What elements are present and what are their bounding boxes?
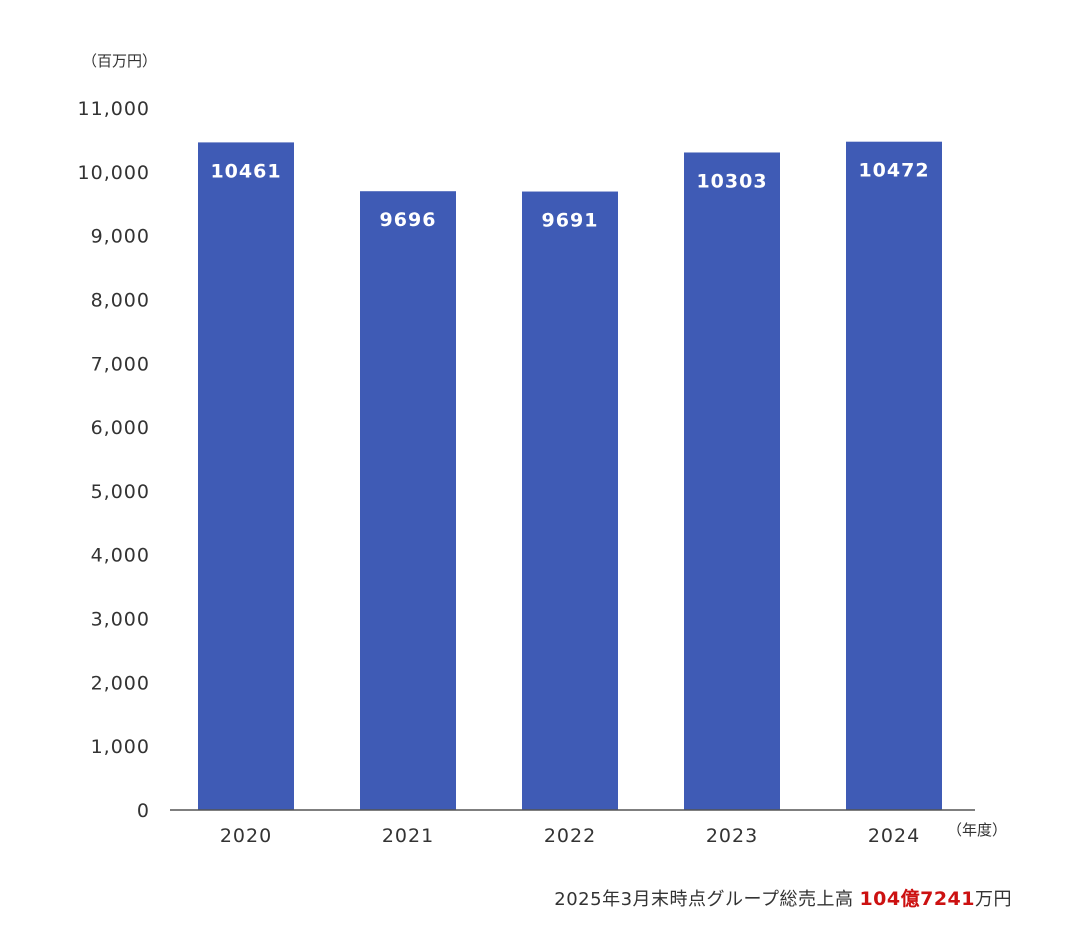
bar-2023 <box>684 152 780 811</box>
bar-value-label-2020: 10461 <box>210 160 281 182</box>
x-tick-label-2021: 2021 <box>382 825 434 847</box>
y-axis-ticks: 0 1,000 2,000 3,000 4,000 5,000 6,000 7,000 8,00… <box>78 98 150 822</box>
y-tick-label: 11,000 <box>78 98 150 120</box>
y-tick-label: 1,000 <box>91 736 150 758</box>
bar-value-label-2024: 10472 <box>858 160 929 182</box>
y-tick-label: 3,000 <box>91 609 150 631</box>
y-tick-label: 9,000 <box>91 226 150 248</box>
bar-data-labels: 10461 9696 9691 10303 10472 <box>210 160 929 232</box>
bar-2021 <box>360 191 456 811</box>
y-tick-label: 7,000 <box>91 353 150 375</box>
bar-2022 <box>522 191 618 811</box>
y-axis-unit-label: （百万円） <box>82 52 157 70</box>
bar-2024 <box>846 141 942 811</box>
x-tick-label-2020: 2020 <box>220 825 272 847</box>
y-tick-label: 0 <box>137 800 150 822</box>
x-tick-label-2022: 2022 <box>544 825 596 847</box>
total-sales-summary: 2025年3月末時点グループ総売上高 104億7241万円 <box>554 884 1012 911</box>
y-tick-label: 2,000 <box>91 672 150 694</box>
summary-value: 104億7241 <box>859 888 975 910</box>
x-tick-label-2024: 2024 <box>868 825 920 847</box>
bar-value-label-2022: 9691 <box>542 210 599 232</box>
summary-suffix: 万円 <box>975 889 1012 910</box>
x-tick-label-2023: 2023 <box>706 825 758 847</box>
y-tick-label: 5,000 <box>91 481 150 503</box>
bars <box>198 141 942 811</box>
y-tick-label: 10,000 <box>78 162 150 184</box>
bar-value-label-2023: 10303 <box>696 170 767 192</box>
y-tick-label: 6,000 <box>91 417 150 439</box>
bar-2020 <box>198 142 294 810</box>
y-tick-label: 8,000 <box>91 289 150 311</box>
summary-prefix: 2025年3月末時点グループ総売上高 <box>554 889 854 910</box>
y-tick-label: 4,000 <box>91 545 150 567</box>
bar-value-label-2021: 9696 <box>380 209 437 231</box>
x-axis-ticks: 2020 2021 2022 2023 2024 <box>220 825 920 847</box>
x-axis-unit-label: （年度） <box>947 821 1007 839</box>
